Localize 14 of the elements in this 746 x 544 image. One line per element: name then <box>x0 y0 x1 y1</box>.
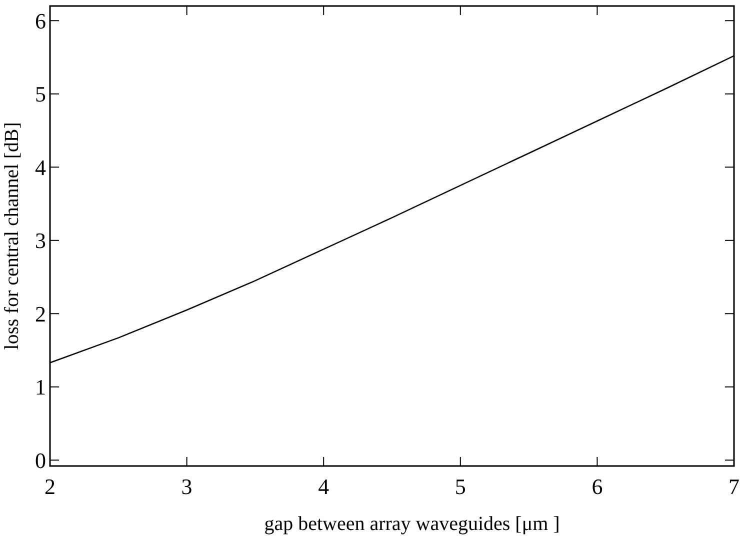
x-axis-title: gap between array waveguides [μm ] <box>264 513 560 535</box>
x-tick-label: 3 <box>181 474 192 499</box>
y-tick-label: 5 <box>35 82 46 107</box>
x-tick-label: 6 <box>592 474 603 499</box>
y-tick-label: 6 <box>35 8 46 34</box>
x-tick-label: 4 <box>318 474 330 499</box>
y-tick-label: 2 <box>35 301 46 326</box>
y-tick-label: 1 <box>35 374 46 400</box>
y-axis-title: loss for central channel [dB] <box>1 122 23 350</box>
y-tick-label: 4 <box>35 154 46 180</box>
x-tick-label: 5 <box>454 474 466 499</box>
y-tick-label: 0 <box>35 448 46 473</box>
x-tick-label: 7 <box>728 474 740 499</box>
y-tick-label: 3 <box>35 228 46 254</box>
